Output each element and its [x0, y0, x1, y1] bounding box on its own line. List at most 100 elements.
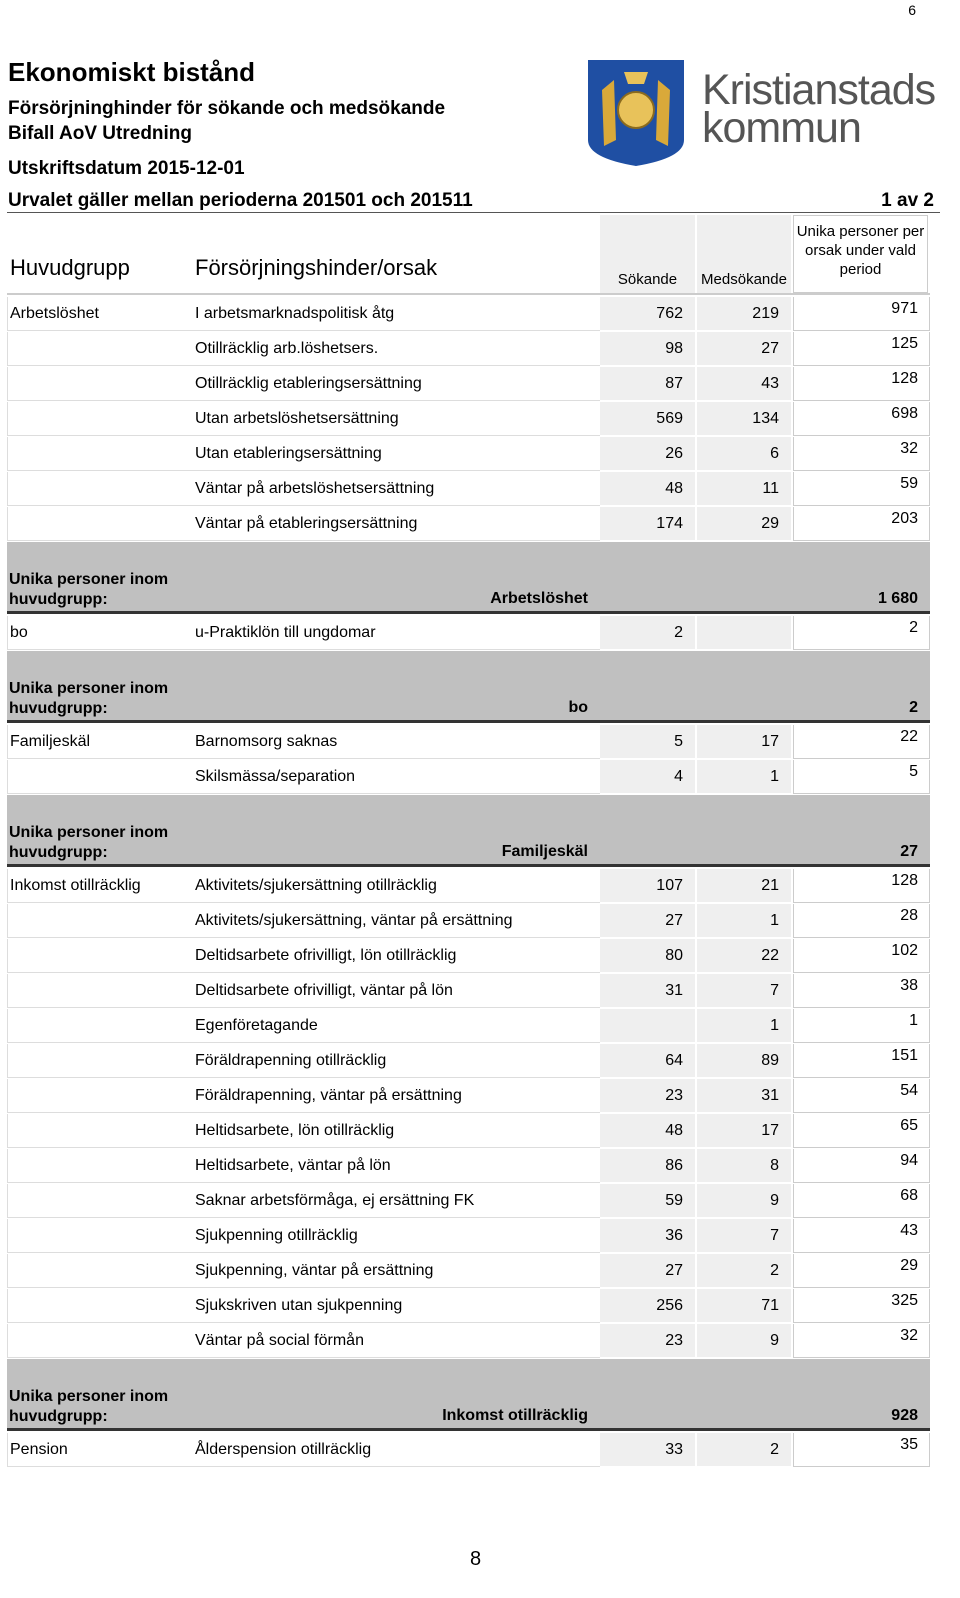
- value: 27: [600, 1254, 695, 1287]
- value: 151: [793, 1044, 930, 1078]
- value: 17: [697, 1114, 791, 1147]
- subtitle: Försörjninghinder för sökande och medsök…: [8, 98, 446, 119]
- group-name: Familjeskäl: [10, 733, 91, 750]
- value: 17: [697, 725, 791, 758]
- reason: Ålderspension otillräcklig: [190, 1433, 600, 1467]
- value: 27: [697, 332, 791, 365]
- value: 59: [600, 1184, 695, 1217]
- group-name: Pension: [10, 1441, 68, 1458]
- cell-border: [7, 1114, 190, 1148]
- reason: Heltidsarbete, lön otillräcklig: [190, 1114, 600, 1148]
- value: 68: [793, 1184, 930, 1218]
- page-count: 1 av 2: [881, 190, 934, 211]
- value: 48: [600, 472, 695, 505]
- cell-border: [7, 869, 190, 903]
- cell-border: [7, 1433, 190, 1467]
- summary-label: Unika personer inom huvudgrupp:: [9, 680, 169, 717]
- reason: Deltidsarbete ofrivilligt, lön otillräck…: [190, 939, 600, 973]
- summary-total: 928: [891, 1407, 918, 1424]
- summary-total: 27: [900, 843, 918, 860]
- reason: Sjukskriven utan sjukpenning: [190, 1289, 600, 1323]
- value: 569: [600, 402, 695, 435]
- cell-border: [7, 1184, 190, 1218]
- value: 86: [600, 1149, 695, 1182]
- cell-border: [7, 1289, 190, 1323]
- rule: [7, 293, 930, 295]
- page-number: 8: [470, 1548, 482, 1570]
- value: 29: [793, 1254, 930, 1288]
- reason: u-Praktiklön till ungdomar: [190, 616, 600, 650]
- value: 29: [697, 507, 791, 540]
- reason: Väntar på arbetslöshetsersättning: [190, 472, 600, 506]
- reason: Föräldrapenning, väntar på ersättning: [190, 1079, 600, 1113]
- value: 31: [697, 1079, 791, 1112]
- reason: Utan etableringsersättning: [190, 437, 600, 471]
- cell-border: [7, 616, 190, 650]
- group-name: Arbetslöshet: [10, 305, 99, 322]
- value: 107: [600, 869, 695, 902]
- cell-border: [7, 1079, 190, 1113]
- value: 48: [600, 1114, 695, 1147]
- title: Ekonomiskt bistånd: [8, 57, 256, 87]
- cell-border: [7, 939, 190, 973]
- value: 54: [793, 1079, 930, 1113]
- reason: Sjukpenning otillräcklig: [190, 1219, 600, 1253]
- subtitle: Bifall AoV Utredning: [8, 123, 193, 144]
- value: 9: [697, 1324, 791, 1357]
- reason: Väntar på etableringsersättning: [190, 507, 600, 541]
- value: 80: [600, 939, 695, 972]
- summary-group: Familjeskäl: [501, 843, 588, 860]
- value: 2: [697, 1254, 791, 1287]
- value: 7: [697, 974, 791, 1007]
- logo-text: Kristianstads: [702, 66, 936, 114]
- value: 5: [600, 725, 695, 758]
- value: 28: [793, 904, 930, 938]
- value: 2: [600, 616, 695, 649]
- group-name: bo: [10, 624, 28, 641]
- value: 2: [793, 616, 930, 650]
- summary-band: [7, 1359, 930, 1431]
- value: 22: [697, 939, 791, 972]
- cell-border: [7, 507, 190, 541]
- value: 31: [600, 974, 695, 1007]
- value: 174: [600, 507, 695, 540]
- reason: I arbetsmarknadspolitisk åtg: [190, 297, 600, 331]
- value: 36: [600, 1219, 695, 1252]
- value: 7: [697, 1219, 791, 1252]
- cell-border: [7, 402, 190, 436]
- value: 1: [697, 904, 791, 937]
- summary-band: [7, 542, 930, 614]
- cell-border: [7, 1009, 190, 1043]
- cell-border: [7, 974, 190, 1008]
- cell-border: [7, 1219, 190, 1253]
- group-name: Inkomst otillräcklig: [10, 877, 141, 894]
- value: 762: [600, 297, 695, 330]
- reason: Otillräcklig arb.löshetsers.: [190, 332, 600, 366]
- value: 64: [600, 1044, 695, 1077]
- summary-total: 1 680: [877, 590, 918, 607]
- rule: [7, 212, 940, 213]
- value: 2: [697, 1433, 791, 1466]
- value: 1: [697, 760, 791, 793]
- value: 128: [793, 869, 930, 903]
- summary-band: [7, 651, 930, 723]
- logo-shield: [588, 60, 684, 166]
- summary-group: Arbetslöshet: [490, 590, 588, 607]
- reason: Saknar arbetsförmåga, ej ersättning FK: [190, 1184, 600, 1218]
- value: 32: [793, 437, 930, 471]
- cell-border: [7, 367, 190, 401]
- value: 33: [600, 1433, 695, 1466]
- reason: Utan arbetslöshetsersättning: [190, 402, 600, 436]
- cell-border: [7, 297, 190, 331]
- value: 219: [697, 297, 791, 330]
- value: 325: [793, 1289, 930, 1323]
- print-date: Utskriftsdatum 2015-12-01: [8, 158, 245, 179]
- value: 9: [697, 1184, 791, 1217]
- header-cell: Huvudgrupp: [10, 255, 130, 280]
- selection: Urvalet gäller mellan perioderna 201501 …: [8, 190, 473, 211]
- value: 59: [793, 472, 930, 506]
- cell-border: [7, 1324, 190, 1358]
- value: 38: [793, 974, 930, 1008]
- value: 23: [600, 1324, 695, 1357]
- value: 22: [793, 725, 930, 759]
